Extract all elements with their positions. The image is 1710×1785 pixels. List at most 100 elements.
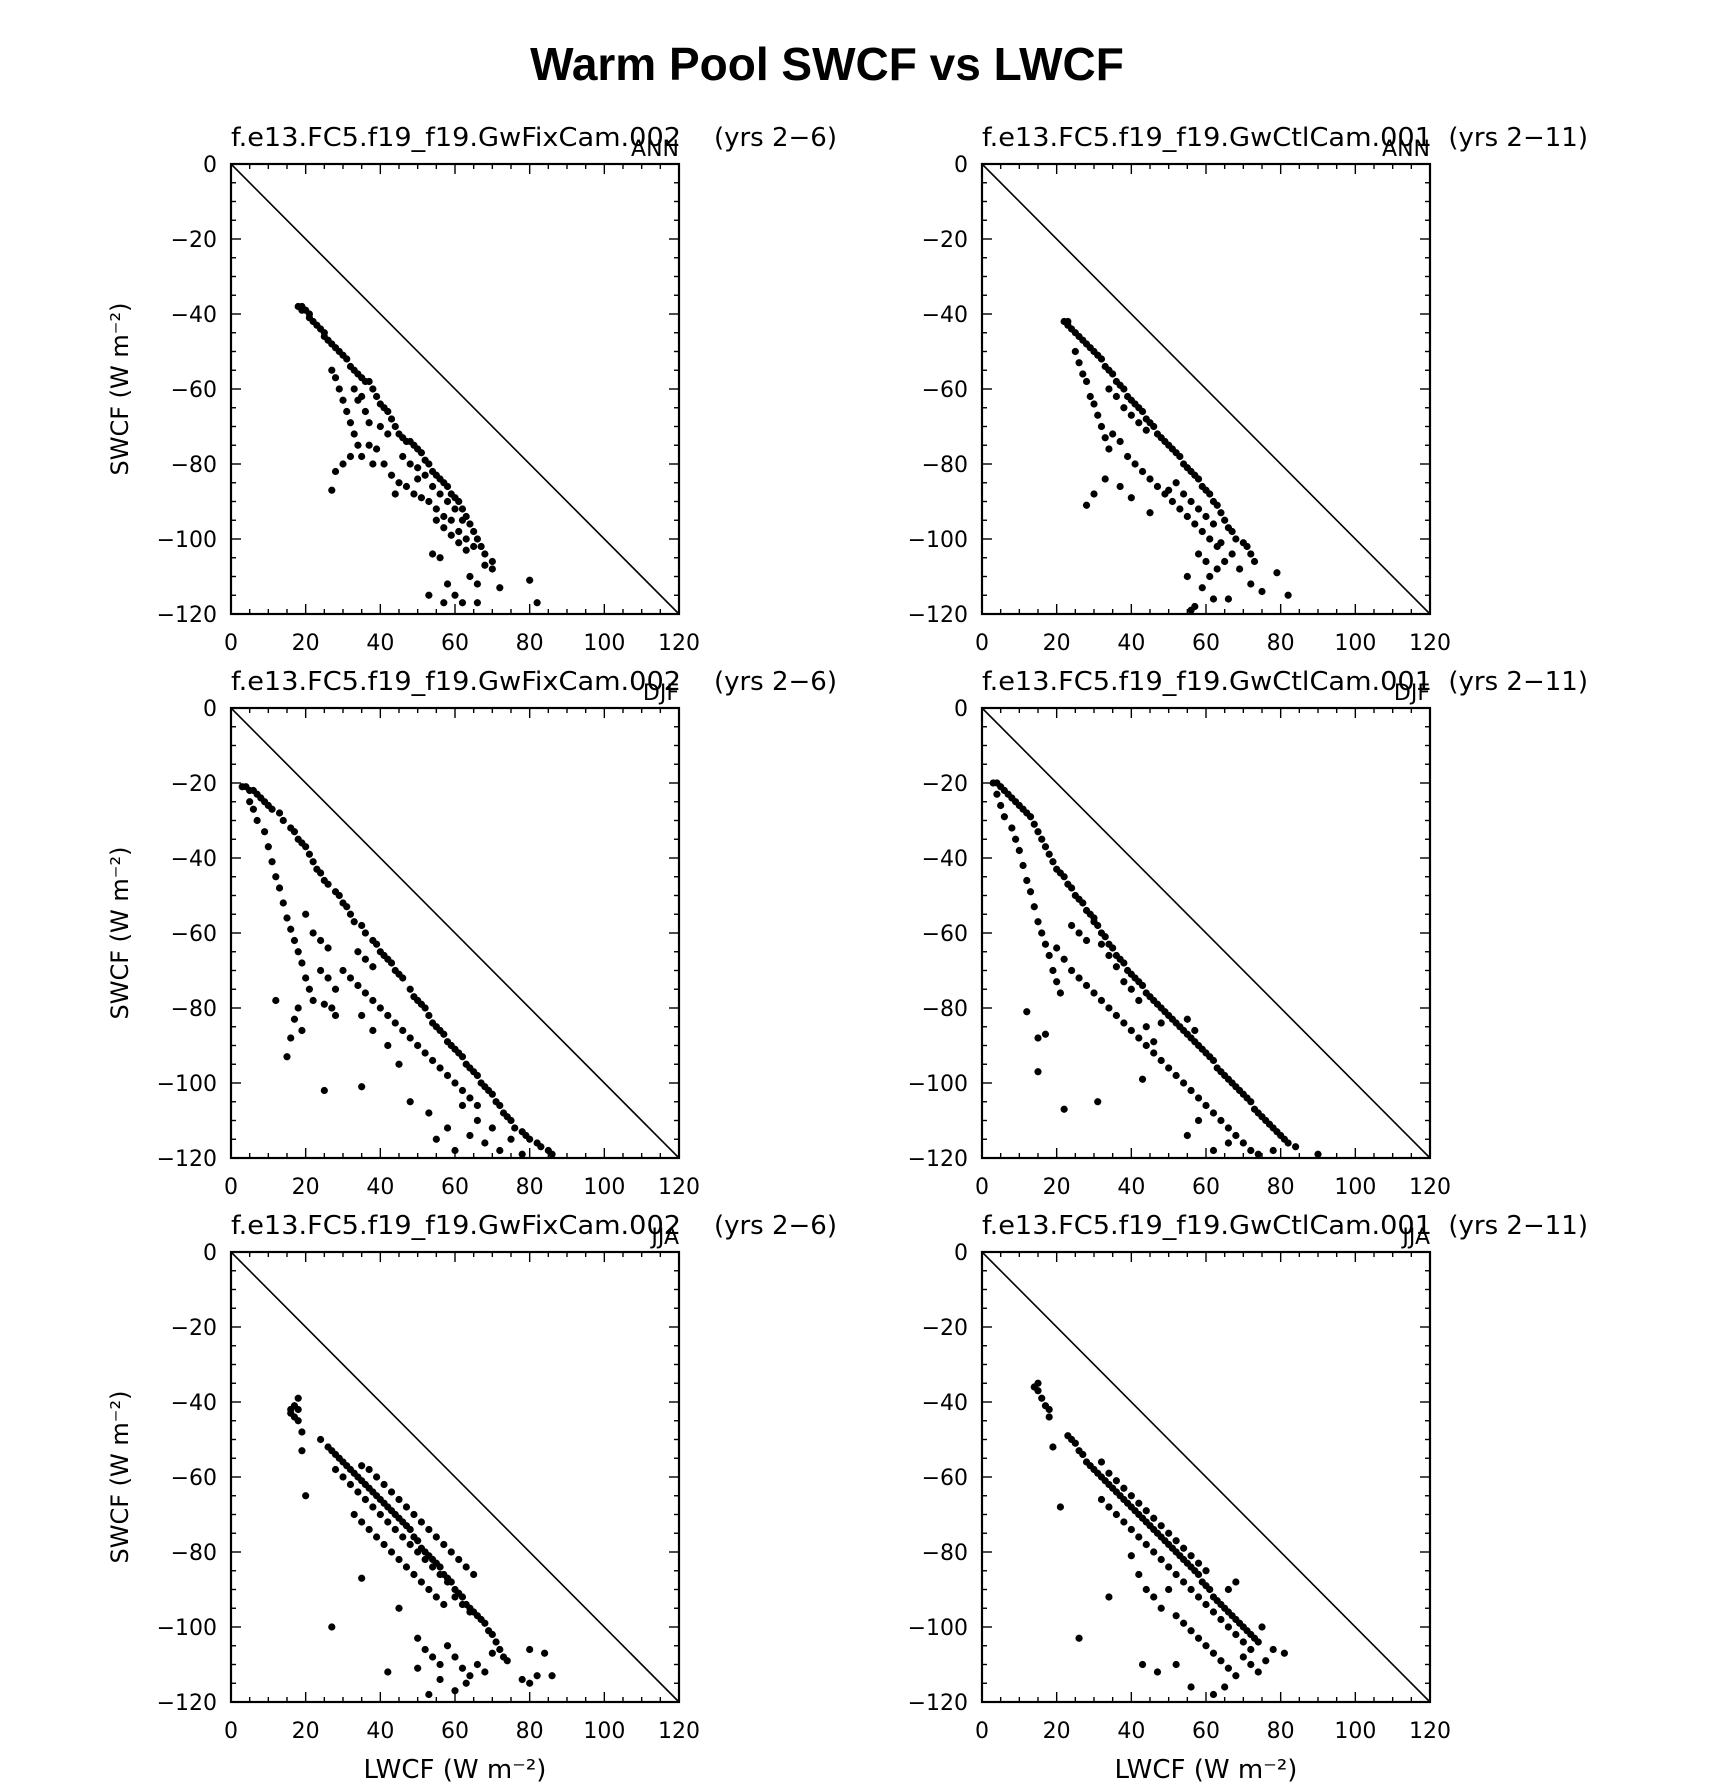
data-point: [395, 1495, 403, 1504]
data-point: [1075, 929, 1083, 937]
data-point: [421, 471, 429, 479]
data-point: [317, 966, 325, 975]
case-label: f.e13.FC5.f19_f19.GwCtlCam.001: [982, 667, 1432, 697]
data-point: [1284, 1139, 1292, 1147]
data-point: [1217, 509, 1225, 517]
y-tick-label: −60: [922, 1466, 968, 1491]
axis-ticks: [230, 707, 680, 1159]
data-point: [1105, 1503, 1113, 1511]
data-point: [1109, 370, 1117, 378]
y-tick-label: −60: [171, 378, 217, 403]
data-point: [1131, 460, 1139, 468]
x-tick-label: 80: [1267, 1175, 1295, 1200]
data-point: [365, 377, 373, 386]
data-point: [432, 1593, 440, 1601]
data-point: [369, 1503, 377, 1511]
reference-line: [981, 1251, 1431, 1703]
data-point: [365, 1465, 373, 1474]
data-point: [1045, 951, 1053, 960]
data-point: [1239, 1638, 1247, 1646]
data-points: [294, 302, 541, 607]
data-point: [1034, 828, 1042, 836]
data-point: [391, 1019, 399, 1027]
x-tick-label: 120: [1409, 631, 1451, 656]
data-point: [462, 535, 470, 543]
y-tick-label: −60: [171, 922, 217, 947]
y-tick-label: −120: [157, 603, 217, 628]
data-point: [533, 599, 541, 607]
data-point: [369, 385, 377, 393]
data-point: [410, 1570, 418, 1579]
season-label: DJF: [1394, 681, 1430, 706]
data-point: [1254, 1668, 1262, 1676]
data-point: [1314, 1150, 1322, 1158]
data-point: [1008, 824, 1016, 832]
data-point: [1079, 370, 1087, 378]
x-tick-label: 0: [224, 631, 238, 656]
data-point: [1112, 963, 1120, 971]
x-tick-label: 40: [1117, 1175, 1145, 1200]
data-point: [1034, 1068, 1042, 1076]
data-point: [1209, 520, 1218, 528]
data-point: [410, 1510, 418, 1519]
data-point: [473, 1116, 481, 1125]
data-point: [365, 419, 373, 427]
data-point: [324, 974, 332, 982]
data-point: [1172, 1570, 1180, 1579]
data-point: [1138, 407, 1147, 416]
data-point: [358, 1462, 366, 1470]
data-point: [1194, 505, 1203, 513]
data-point: [380, 1540, 388, 1549]
data-point: [350, 1510, 358, 1519]
data-point: [1120, 959, 1128, 967]
data-point: [384, 430, 392, 438]
data-point: [287, 1034, 295, 1042]
data-point: [1202, 557, 1210, 566]
data-point: [1146, 475, 1154, 483]
data-point: [533, 1672, 541, 1680]
data-point: [1209, 1649, 1218, 1657]
data-point: [406, 1034, 414, 1042]
data-point: [1082, 981, 1091, 990]
data-point: [1053, 978, 1061, 986]
data-point: [1180, 1619, 1188, 1627]
data-point: [1202, 1642, 1210, 1650]
data-point: [1198, 527, 1206, 536]
data-point: [458, 516, 467, 524]
data-point: [1191, 520, 1199, 528]
data-point: [1194, 1593, 1203, 1601]
data-point: [414, 475, 422, 483]
data-point: [361, 1495, 369, 1504]
data-point: [1142, 1585, 1150, 1594]
data-point: [1068, 921, 1076, 930]
data-point: [1236, 565, 1244, 573]
data-point: [417, 494, 425, 502]
data-point: [402, 1503, 411, 1511]
data-point: [361, 955, 369, 963]
data-point: [526, 1645, 534, 1654]
data-point: [1187, 1627, 1195, 1635]
data-point: [358, 1574, 366, 1582]
y-tick-label: −20: [171, 1316, 217, 1341]
x-tick-label: 0: [224, 1175, 238, 1200]
case-label: f.e13.FC5.f19_f19.GwFixCam.002: [231, 1211, 681, 1241]
data-point: [1012, 835, 1020, 843]
data-point: [1030, 903, 1038, 911]
data-point: [1150, 1038, 1158, 1046]
data-point: [346, 452, 355, 461]
data-point: [261, 828, 269, 836]
data-point: [1105, 385, 1113, 393]
data-point: [1071, 1439, 1079, 1447]
data-point: [253, 816, 261, 825]
x-tick-label: 100: [583, 631, 625, 656]
data-point: [1094, 1098, 1102, 1106]
data-point: [1187, 497, 1195, 506]
axis-ticks: [230, 163, 680, 615]
data-point: [451, 1079, 459, 1087]
data-point: [440, 1600, 448, 1609]
data-point: [443, 482, 452, 491]
x-axis-label: LWCF (W m⁻²): [1115, 1755, 1298, 1785]
data-point: [425, 1109, 433, 1117]
data-point: [526, 576, 534, 584]
data-point: [1015, 846, 1023, 855]
